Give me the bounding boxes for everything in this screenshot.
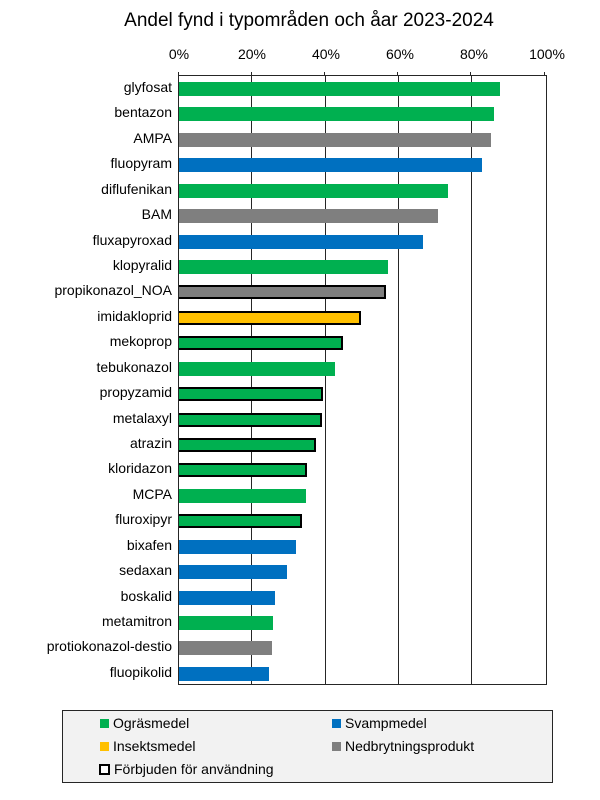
bar-imidakloprid xyxy=(179,310,361,325)
category-label: fluroxipyr xyxy=(115,511,172,528)
bar-klopyralid xyxy=(179,260,388,274)
legend-label: Svampmedel xyxy=(345,715,427,731)
legend-item-nedbrytningsprodukt: Nedbrytningsprodukt xyxy=(332,738,474,754)
bar-tebukonazol xyxy=(179,361,335,376)
gridline xyxy=(471,76,473,684)
x-tick-mark xyxy=(470,72,472,76)
category-label: sedaxan xyxy=(119,562,172,579)
bar-diflufenikan xyxy=(179,183,448,198)
bar-fluxapyroxad xyxy=(179,234,424,249)
bar-metalaxyl xyxy=(179,412,323,427)
category-label: fluopyram xyxy=(110,155,172,172)
category-label: mekoprop xyxy=(109,333,172,350)
legend-label: Förbjuden för användning xyxy=(114,761,274,777)
category-label: metamitron xyxy=(101,613,172,630)
x-tick-label: 60% xyxy=(385,46,415,62)
category-label: fluxapyroxad xyxy=(92,231,172,248)
category-label: imidakloprid xyxy=(97,307,172,324)
x-tick-mark xyxy=(397,72,399,76)
bar-bixafen xyxy=(179,539,297,554)
chart-title: Andel fynd i typområden och åar 2023-202… xyxy=(124,10,494,31)
x-tick-label: 0% xyxy=(168,46,190,62)
bar-mcpa xyxy=(179,488,307,503)
legend-label: Nedbrytningsprodukt xyxy=(345,738,475,754)
bar-fluopyram xyxy=(179,158,483,173)
category-label: BAM xyxy=(141,206,172,223)
category-label: bentazon xyxy=(114,104,172,121)
bar-fluroxipyr xyxy=(179,514,303,529)
x-tick-label: 40% xyxy=(311,46,341,62)
bar-ampa xyxy=(179,132,492,147)
legend-item-forbjuden: Förbjuden för användning xyxy=(99,761,274,777)
yellow-swatch-icon xyxy=(100,741,109,751)
bar-protiokonazol-destio xyxy=(179,641,272,656)
bar-boskalid xyxy=(179,590,275,605)
x-tick-label: 100% xyxy=(529,46,565,62)
bar-propyzamid xyxy=(179,387,324,402)
green-swatch-icon xyxy=(100,718,109,728)
category-label: MCPA xyxy=(132,485,172,502)
legend-item-ograsmedel: Ogräsmedel xyxy=(100,715,189,731)
legend: Ogräsmedel Svampmedel Insektsmedel Nedbr… xyxy=(62,710,553,783)
category-label: propikonazol_NOA xyxy=(54,282,172,299)
bar-bentazon xyxy=(179,107,495,122)
bar-kloridazon xyxy=(179,463,308,478)
bar-mekoprop xyxy=(179,336,343,351)
bar-metamitron xyxy=(179,616,274,631)
bar-sedaxan xyxy=(179,565,288,580)
category-label: glyfosat xyxy=(123,79,172,95)
category-label: atrazin xyxy=(129,435,172,452)
category-label: diflufenikan xyxy=(101,180,172,197)
bar-atrazin xyxy=(179,438,317,453)
x-tick-mark xyxy=(323,72,325,76)
bar-fluopikolid xyxy=(179,666,270,681)
gray-swatch-icon xyxy=(332,741,341,751)
category-label: propyzamid xyxy=(99,384,172,401)
x-tick-mark xyxy=(543,72,545,76)
bar-bam xyxy=(179,209,438,224)
category-label: kloridazon xyxy=(108,460,172,477)
gridline xyxy=(251,76,253,684)
category-label: bixafen xyxy=(126,536,172,553)
bar-propikonazol-noa xyxy=(179,285,386,300)
x-tick-mark xyxy=(177,72,179,76)
legend-item-svampmedel: Svampmedel xyxy=(332,715,427,731)
category-label: protiokonazol-destio xyxy=(46,638,172,655)
legend-label: Ogräsmedel xyxy=(113,715,190,731)
category-label: tebukonazol xyxy=(96,358,172,375)
blue-swatch-icon xyxy=(332,718,341,728)
bar-glyfosat xyxy=(179,82,501,96)
category-label: boskalid xyxy=(120,587,172,604)
outline-square-icon xyxy=(99,763,110,775)
x-tick-label: 20% xyxy=(237,46,267,62)
x-tick-mark xyxy=(250,72,252,76)
x-tick-label: 80% xyxy=(459,46,489,62)
legend-label: Insektsmedel xyxy=(113,738,196,754)
category-label: klopyralid xyxy=(112,257,172,273)
category-label: AMPA xyxy=(133,129,172,146)
gridline xyxy=(324,76,326,684)
legend-item-insektsmedel: Insektsmedel xyxy=(100,738,195,754)
category-label: fluopikolid xyxy=(109,663,172,680)
category-label: metalaxyl xyxy=(112,409,172,426)
gridline xyxy=(397,76,399,684)
plot-area xyxy=(177,72,547,685)
